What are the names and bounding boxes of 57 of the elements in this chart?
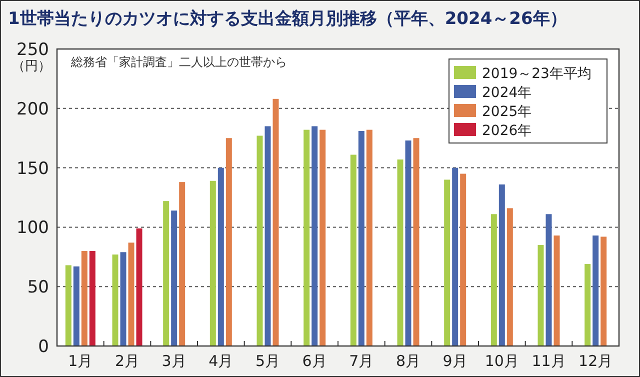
bar (490, 214, 497, 346)
bar (304, 130, 310, 346)
bar (546, 214, 552, 346)
bar (358, 130, 364, 346)
legend-label: 2025年 (482, 104, 532, 120)
y-tick-label: 100 (16, 218, 49, 238)
bar (397, 159, 404, 346)
y-tick-label: 250 (16, 40, 49, 60)
x-tick-label: 12月 (578, 352, 613, 370)
bar (163, 201, 170, 346)
x-tick-label: 8月 (396, 352, 421, 370)
chart-title: 1世帯当たりのカツオに対する支出金額月別推移（平年、2024～26年） (8, 9, 567, 29)
legend-label: 2019～23年平均 (482, 66, 592, 82)
x-tick-label: 10月 (484, 352, 519, 370)
y-axis-title: （円） (12, 59, 51, 74)
x-tick-label: 5月 (255, 352, 280, 370)
bar (312, 126, 318, 346)
bar (592, 236, 599, 346)
bar (460, 174, 466, 346)
y-tick-label: 200 (16, 99, 49, 120)
bar (89, 250, 96, 346)
x-tick-label: 11月 (532, 352, 566, 370)
annotation: 総務省「家計調査」二人以上の世帯から (70, 55, 287, 69)
x-tick-label: 1月 (68, 352, 93, 370)
bar (600, 236, 607, 346)
y-tick-label: 150 (16, 158, 49, 179)
x-tick-label: 7月 (349, 352, 374, 370)
bar (272, 98, 279, 346)
legend-label: 2024年 (482, 85, 532, 101)
x-tick-label: 4月 (208, 352, 234, 370)
bar (506, 208, 513, 346)
bar (350, 154, 356, 346)
bar (264, 126, 271, 346)
bar (366, 130, 372, 346)
bar (171, 210, 178, 346)
bar (584, 264, 591, 346)
bar (136, 228, 142, 346)
bar (320, 130, 326, 346)
bar (179, 182, 186, 346)
bar (413, 138, 420, 346)
bar (405, 140, 412, 346)
y-tick-label: 0 (38, 337, 49, 357)
bar (498, 184, 505, 346)
bar (256, 136, 263, 346)
bar (218, 168, 224, 346)
x-tick-label: 3月 (162, 352, 186, 370)
bar (538, 245, 544, 346)
y-tick-label: 50 (27, 278, 49, 298)
bar (452, 168, 458, 346)
bar (226, 138, 232, 346)
x-tick-label: 9月 (442, 352, 468, 370)
legend-label: 2026年 (482, 123, 532, 139)
bar (444, 180, 450, 346)
bar (554, 236, 560, 346)
x-tick-label: 2月 (114, 352, 140, 370)
x-tick-label: 6月 (302, 352, 327, 370)
bar (210, 180, 216, 346)
